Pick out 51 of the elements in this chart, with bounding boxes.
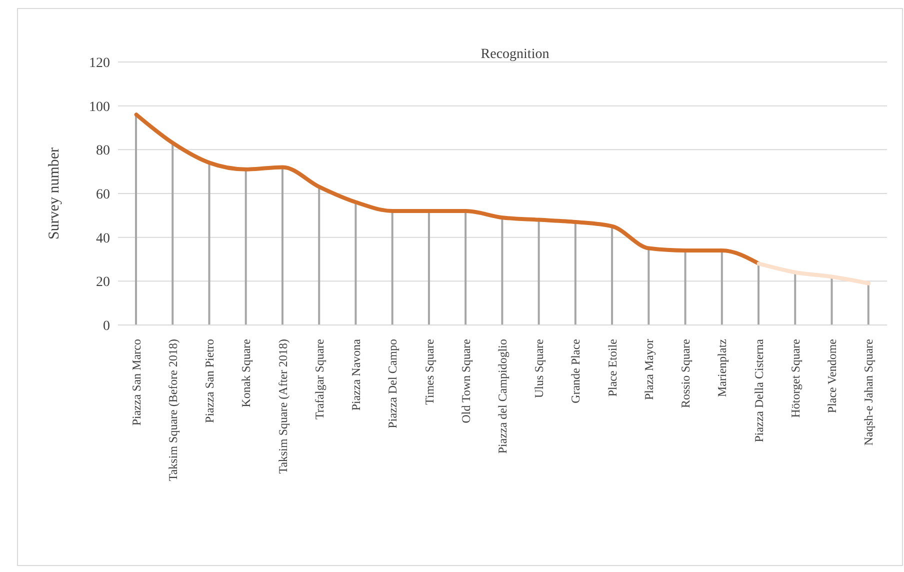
y-tick-label: 80 <box>96 144 110 159</box>
x-tick-label: Old Town Square <box>458 339 473 424</box>
y-tick-label: 120 <box>89 56 110 71</box>
y-tick-label: 40 <box>96 231 110 246</box>
x-tick-label: Piazza San Pietro <box>202 339 217 423</box>
bar <box>867 283 870 325</box>
x-tick-label: Place Vendome <box>825 339 840 414</box>
bar <box>830 276 833 325</box>
bar <box>244 169 247 325</box>
chart-title: Recognition <box>480 47 550 63</box>
bar <box>648 248 650 325</box>
y-tick-label: 0 <box>103 318 110 334</box>
x-tick-label: Plaza Mayor <box>642 339 656 400</box>
x-tick-label: Piazza Della Cisterna <box>752 338 766 442</box>
line-series <box>756 262 871 286</box>
x-tick-label: Rossio Square <box>678 339 693 408</box>
x-tick-label: Place Etoile <box>605 339 620 397</box>
bar <box>354 202 357 325</box>
x-tick-label: Naqsh-e Jahan Square <box>862 339 876 446</box>
x-tick-label: Grande Place <box>568 339 583 404</box>
x-tick-label: Ulus Square <box>532 339 546 398</box>
y-tick-label: 20 <box>96 275 110 290</box>
bar <box>574 222 576 325</box>
bar <box>281 167 284 325</box>
line-series <box>134 112 761 266</box>
x-tick-label: Konak Square <box>239 339 254 408</box>
x-tick-label: Trafalgar Square <box>312 339 326 420</box>
bar <box>501 218 504 325</box>
bar <box>428 211 430 325</box>
bar <box>794 272 796 325</box>
x-tick-label: Times Square <box>422 339 436 405</box>
y-tick-label: 60 <box>96 187 110 202</box>
bar <box>318 186 320 325</box>
x-tick-label: Hötorget Square <box>788 339 802 418</box>
bar <box>208 162 210 325</box>
x-tick-label: Taksim Square (After 2018) <box>276 339 290 474</box>
bar <box>172 143 174 325</box>
bar <box>611 226 614 325</box>
x-tick-label: Piazza Del Campo <box>386 339 400 428</box>
y-axis-title: Survey number <box>46 147 62 240</box>
x-tick-label: Piazza Navona <box>349 338 364 411</box>
x-tick-label: Marienplatz <box>715 339 730 397</box>
bar <box>538 220 540 325</box>
bar <box>758 264 760 325</box>
x-tick-label: Taksim Square (Before 2018) <box>166 339 180 482</box>
x-tick-label: Piazza del Campidoglio <box>496 339 510 454</box>
bar <box>135 114 137 325</box>
y-tick-label: 100 <box>89 100 110 115</box>
x-tick-label: Piazza San Marco <box>129 339 144 426</box>
bar <box>464 211 467 325</box>
bar <box>391 211 394 325</box>
